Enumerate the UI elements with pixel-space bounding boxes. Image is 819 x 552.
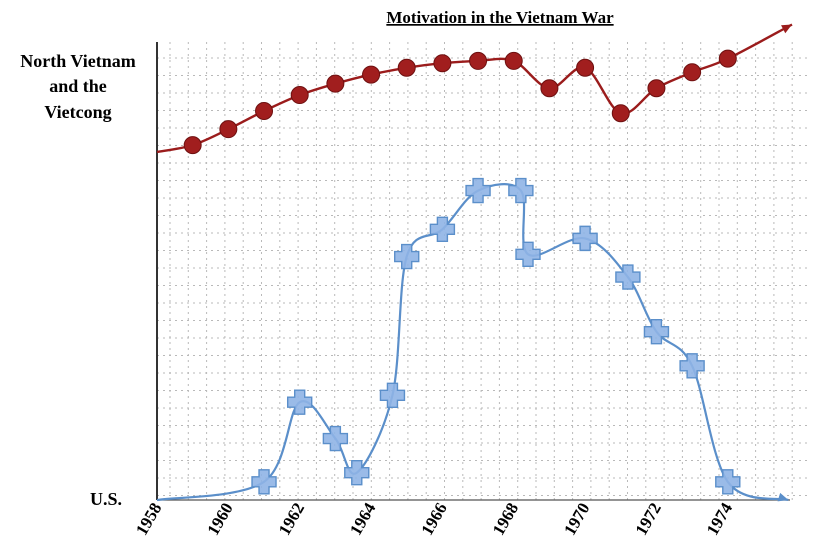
- us-point: [572, 225, 598, 252]
- us-point: [344, 460, 370, 486]
- nv-point: [219, 120, 238, 139]
- y-label-bottom: U.S.: [90, 489, 122, 509]
- nv-point: [683, 63, 702, 82]
- y-label-top-line-1: North Vietnam: [20, 51, 136, 71]
- nv-point: [576, 58, 595, 77]
- x-tick-label: 1970: [560, 500, 593, 539]
- x-tick-labels: 1958 1960 1962 1964 1966 1968 1970 1972 1974: [132, 499, 736, 538]
- x-tick-label: 1958: [132, 500, 165, 539]
- nv-point: [362, 65, 381, 84]
- nv-point: [433, 54, 452, 73]
- us-point: [394, 243, 420, 270]
- us-arrowhead: [777, 492, 789, 502]
- x-tick-label: 1968: [489, 500, 522, 539]
- x-tick-label: 1966: [417, 500, 450, 539]
- nv-point: [718, 49, 737, 68]
- us-point: [465, 177, 491, 204]
- nv-arrowhead: [781, 24, 792, 34]
- us-point: [643, 318, 670, 345]
- nv-point: [397, 58, 416, 77]
- us-point: [286, 389, 313, 415]
- y-label-top-line-3: Vietcong: [44, 102, 111, 122]
- us-point: [715, 469, 741, 495]
- us-point: [429, 216, 456, 242]
- us-point: [379, 382, 406, 409]
- x-tick-label: 1960: [203, 500, 236, 539]
- us-point: [515, 241, 541, 267]
- x-tick-label: 1964: [346, 499, 380, 538]
- nv-point: [647, 79, 666, 98]
- us-point: [508, 177, 534, 204]
- nv-point: [540, 79, 559, 98]
- us-point: [679, 353, 705, 379]
- us-point: [322, 425, 349, 452]
- nv-line: [156, 23, 793, 154]
- series-lines: [156, 23, 793, 502]
- nv-point: [255, 101, 274, 120]
- us-point: [251, 469, 277, 495]
- x-tick-label: 1972: [631, 500, 664, 539]
- chart-title: Motivation in the Vietnam War: [386, 8, 614, 27]
- x-tick-label: 1962: [275, 500, 308, 539]
- nv-point: [290, 86, 309, 105]
- nv-point: [504, 51, 523, 70]
- us-line: [156, 183, 789, 502]
- us-point: [615, 264, 641, 290]
- nv-point: [611, 104, 630, 123]
- series-markers: [183, 49, 741, 495]
- x-tick-label: 1974: [703, 499, 737, 538]
- nv-point: [469, 51, 488, 70]
- nv-point: [326, 74, 345, 93]
- nv-point: [183, 136, 202, 155]
- y-label-top-line-2: and the: [49, 76, 107, 96]
